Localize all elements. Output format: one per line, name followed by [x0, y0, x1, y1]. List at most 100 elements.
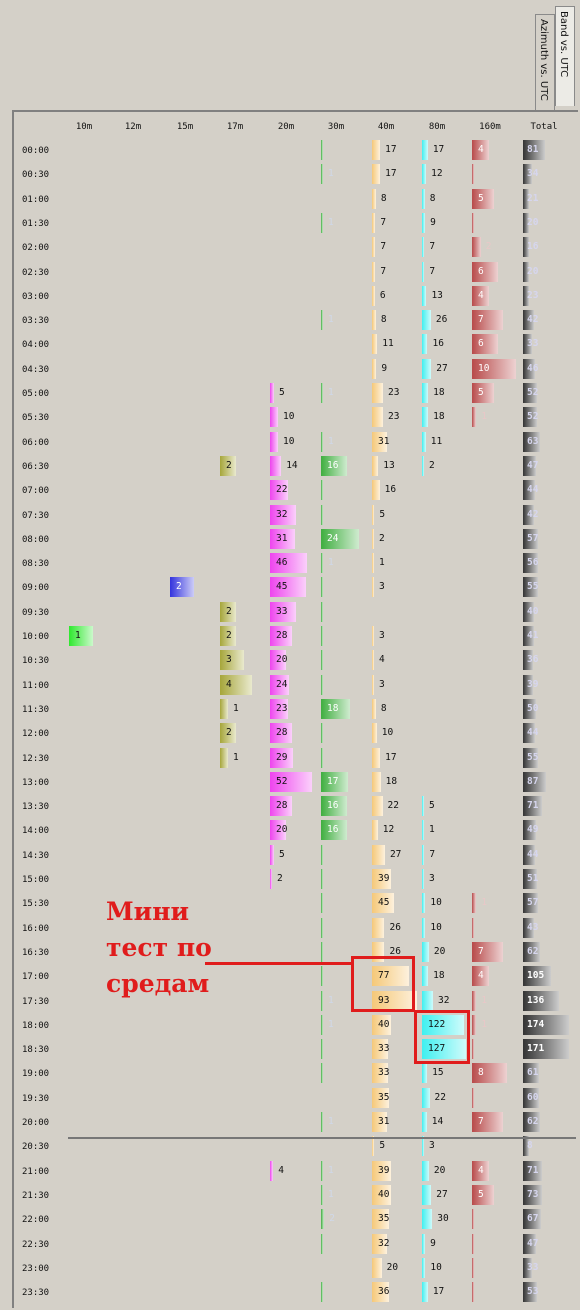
- bar-80m: [422, 310, 431, 330]
- bar-40m: [372, 480, 380, 500]
- bar-total: [523, 845, 535, 865]
- bar-total: [523, 529, 539, 549]
- bar-40m: [372, 1209, 389, 1229]
- cell-value: 17: [385, 144, 397, 155]
- bar-160m: [472, 1258, 475, 1278]
- cell-value: 136: [527, 995, 545, 1006]
- bar-total: [523, 966, 551, 986]
- bar-80m: [422, 1185, 432, 1205]
- cell-value: 23: [388, 411, 400, 422]
- band-vs-utc-grid: [12, 110, 578, 1308]
- cell-value: 5: [279, 849, 285, 860]
- cell-value: 13: [383, 460, 395, 471]
- bar-80m: [422, 1161, 429, 1181]
- row-time-label: 17:30: [22, 997, 50, 1007]
- cell-value: 53: [527, 1286, 539, 1297]
- bar-40m: [372, 699, 376, 719]
- bar-40m: [372, 286, 375, 306]
- bar-30m: [321, 893, 323, 913]
- cell-value: 10: [283, 411, 295, 422]
- bar-160m: [472, 140, 490, 160]
- tab-azimuth-vs-utc[interactable]: Azimuth vs. UTC: [535, 14, 555, 110]
- row-time-label: 13:00: [22, 778, 50, 788]
- bar-80m: [422, 1282, 428, 1302]
- cell-value: 2: [379, 533, 385, 544]
- cell-value: 87: [527, 776, 539, 787]
- cell-value: 12: [431, 168, 443, 179]
- bar-40m: [372, 1112, 387, 1132]
- cell-value: 1: [481, 411, 488, 422]
- cell-value: 56: [527, 557, 539, 568]
- cell-value: 26: [435, 314, 448, 325]
- cell-value: 2: [277, 873, 283, 884]
- cell-value: 39: [527, 679, 539, 690]
- bar-30m: [321, 845, 323, 865]
- bar-17m: [220, 675, 252, 695]
- bar-30m: [321, 505, 323, 525]
- bar-30m: [321, 213, 323, 233]
- cell-value: 9: [381, 363, 388, 374]
- row-time-label: 18:30: [22, 1045, 50, 1055]
- cell-value: 7: [429, 266, 436, 277]
- cell-value: 4: [478, 290, 484, 301]
- row-time-label: 12:00: [22, 729, 50, 739]
- column-header-40m: 40m: [377, 122, 395, 132]
- bar-40m: [372, 991, 417, 1011]
- cell-value: 3: [379, 581, 385, 592]
- bar-40m: [372, 553, 374, 573]
- cell-value: 16: [384, 484, 397, 495]
- bar-total: [523, 942, 540, 962]
- bar-40m: [372, 626, 374, 646]
- bar-10m: [69, 626, 93, 646]
- bar-80m: [422, 1258, 426, 1278]
- bar-40m: [372, 748, 381, 768]
- cell-value: 18: [327, 703, 339, 714]
- bar-40m: [372, 772, 381, 792]
- tab-band-vs-utc[interactable]: Band vs. UTC: [555, 6, 575, 106]
- cell-value: 10: [430, 897, 442, 908]
- bar-30m: [321, 553, 323, 573]
- bar-160m: [472, 1039, 475, 1059]
- bar-total: [523, 262, 529, 282]
- bar-total: [523, 1209, 541, 1229]
- cell-value: 5: [379, 509, 386, 520]
- bar-40m: [372, 675, 374, 695]
- bar-30m: [321, 310, 323, 330]
- bar-40m: [372, 164, 381, 184]
- cell-value: 8: [380, 314, 387, 325]
- bar-40m: [372, 869, 391, 889]
- cell-value: 2: [176, 581, 182, 592]
- bar-40m: [372, 432, 387, 452]
- cell-value: 20: [433, 1165, 446, 1176]
- cell-value: 28: [276, 800, 288, 811]
- column-header-160m: 160m: [479, 122, 501, 132]
- row-time-label: 21:00: [22, 1167, 50, 1177]
- row-time-label: 13:30: [22, 802, 50, 812]
- bar-40m: [372, 1234, 388, 1254]
- bar-160m: [472, 262, 499, 282]
- cell-value: 5: [478, 1189, 484, 1200]
- cell-value: 57: [527, 533, 539, 544]
- cell-value: 93: [378, 995, 390, 1006]
- cell-value: 81: [527, 144, 539, 155]
- bar-40m: [372, 845, 385, 865]
- cell-value: 15: [432, 1067, 444, 1078]
- row-time-label: 14:30: [22, 851, 50, 861]
- cell-value: 63: [527, 436, 539, 447]
- row-time-label: 06:00: [22, 438, 50, 448]
- bar-160m: [472, 1063, 507, 1083]
- bar-total: [523, 869, 537, 889]
- bar-total: [523, 893, 539, 913]
- cell-value: 4: [379, 654, 385, 665]
- bar-20m: [270, 869, 272, 889]
- cell-value: 39: [378, 1165, 390, 1176]
- cell-value: 2: [329, 1213, 335, 1224]
- cell-value: 22: [434, 1092, 446, 1103]
- cell-value: 4: [226, 679, 232, 690]
- cell-value: 2: [226, 606, 232, 617]
- bar-total: [523, 334, 532, 354]
- cell-value: 127: [428, 1043, 446, 1054]
- tab-azimuth-label: Azimuth vs. UTC: [538, 19, 549, 101]
- cell-value: 71: [527, 1165, 539, 1176]
- bar-40m: [372, 529, 374, 549]
